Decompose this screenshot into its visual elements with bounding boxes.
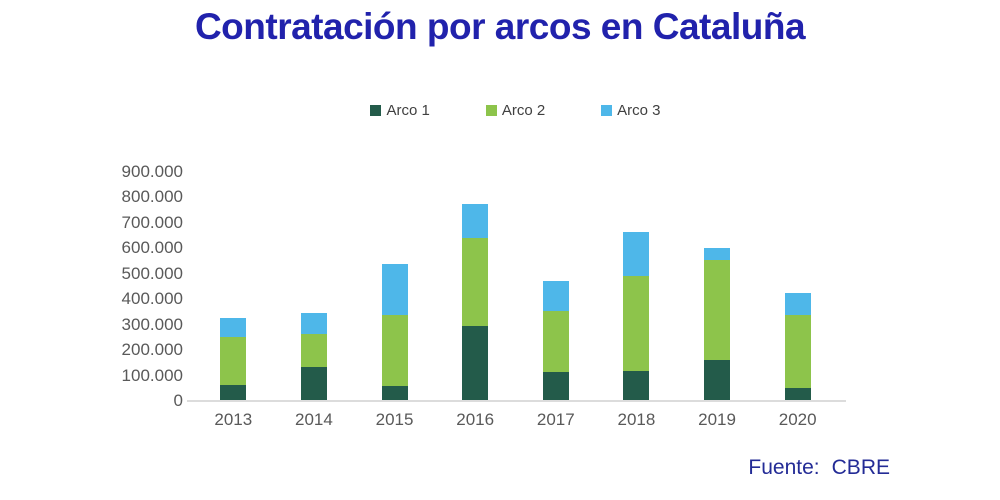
segment-arco3-2018 bbox=[623, 231, 650, 277]
segment-arco2-2013 bbox=[220, 337, 247, 385]
legend: Arco 1 Arco 2 Arco 3 bbox=[193, 102, 838, 119]
x-tick-2015: 2015 bbox=[375, 410, 414, 429]
legend-label-arco3: Arco 3 bbox=[617, 102, 661, 119]
segment-arco2-2015 bbox=[381, 314, 408, 386]
stacked-bar-2016 bbox=[462, 203, 489, 401]
segment-arco1-2018 bbox=[623, 370, 650, 401]
y-tick-500000: 500.000 bbox=[121, 263, 183, 283]
segment-arco1-2014 bbox=[300, 366, 327, 401]
y-tick-800000: 800.000 bbox=[121, 187, 183, 207]
legend-swatch-arco2-icon bbox=[485, 105, 497, 116]
x-tick-2013: 2013 bbox=[214, 410, 253, 429]
x-tick-2014: 2014 bbox=[295, 410, 333, 429]
legend-item-arco3: Arco 3 bbox=[601, 102, 661, 119]
legend-item-arco2: Arco 2 bbox=[485, 102, 546, 119]
segment-arco2-2020 bbox=[784, 314, 811, 389]
x-axis-line bbox=[187, 400, 846, 402]
legend-label-arco1: Arco 1 bbox=[386, 102, 430, 119]
bar-group-2016 bbox=[435, 172, 516, 401]
segment-arco2-2016 bbox=[462, 238, 489, 326]
segment-arco2-2019 bbox=[704, 259, 731, 361]
bar-group-2019 bbox=[677, 172, 758, 401]
segment-arco2-2018 bbox=[623, 276, 650, 371]
x-tick-2020: 2020 bbox=[778, 410, 817, 429]
x-tick-2016: 2016 bbox=[456, 410, 495, 429]
x-tick-2019: 2019 bbox=[698, 410, 736, 429]
segment-arco1-2017 bbox=[542, 371, 569, 401]
y-tick-100000: 100.000 bbox=[121, 365, 183, 385]
segment-arco3-2020 bbox=[784, 292, 811, 315]
legend-swatch-arco3-icon bbox=[601, 105, 613, 116]
source-note: Fuente: CBRE bbox=[748, 456, 890, 480]
y-tick-200000: 200.000 bbox=[121, 340, 183, 360]
y-tick-700000: 700.000 bbox=[121, 212, 183, 232]
source-value: CBRE bbox=[831, 456, 890, 479]
plot-area: 0 100.000 200.000 300.000 400.000 500.000 600.… bbox=[122, 162, 846, 429]
stacked-bar-2020 bbox=[784, 292, 811, 401]
x-tick-2018: 2018 bbox=[617, 410, 656, 429]
y-tick-400000: 400.000 bbox=[121, 289, 183, 309]
chart-title: Contratación por arcos en Cataluña bbox=[194, 6, 806, 47]
source-label: Fuente: bbox=[748, 456, 820, 479]
bars-container bbox=[193, 172, 838, 401]
segment-arco3-2016 bbox=[462, 203, 489, 239]
stacked-bar-2014 bbox=[300, 313, 327, 401]
stacked-bar-2018 bbox=[623, 231, 650, 401]
bar-group-2020 bbox=[757, 172, 838, 401]
segment-arco1-2015 bbox=[381, 385, 408, 401]
stacked-bar-2015 bbox=[381, 263, 408, 401]
x-tick-2017: 2017 bbox=[536, 410, 575, 429]
stacked-bar-2013 bbox=[220, 318, 247, 401]
y-tick-0: 0 bbox=[173, 391, 183, 410]
legend-swatch-arco1-icon bbox=[370, 105, 382, 116]
y-tick-600000: 600.000 bbox=[121, 238, 183, 258]
segment-arco3-2014 bbox=[300, 313, 327, 334]
legend-item-arco1: Arco 1 bbox=[370, 102, 430, 119]
segment-arco3-2017 bbox=[542, 281, 569, 311]
segment-arco2-2017 bbox=[542, 310, 569, 372]
stacked-bar-2017 bbox=[542, 281, 569, 401]
segment-arco3-2015 bbox=[381, 263, 408, 315]
segment-arco3-2013 bbox=[220, 318, 247, 338]
segment-arco1-2019 bbox=[704, 360, 731, 401]
legend-label-arco2: Arco 2 bbox=[501, 102, 546, 119]
segment-arco2-2014 bbox=[300, 333, 327, 367]
bar-group-2017 bbox=[516, 172, 597, 401]
segment-arco1-2016 bbox=[462, 325, 489, 401]
segment-arco3-2019 bbox=[704, 248, 731, 260]
bar-group-2013 bbox=[193, 172, 274, 401]
stacked-bar-2019 bbox=[704, 248, 731, 401]
bar-group-2018 bbox=[596, 172, 677, 401]
bar-group-2015 bbox=[354, 172, 435, 401]
segment-arco1-2020 bbox=[784, 388, 811, 401]
y-axis: 0 100.000 200.000 300.000 400.000 500.000 600.… bbox=[93, 162, 183, 410]
segment-arco1-2013 bbox=[220, 384, 247, 401]
x-axis-labels: 2013 2014 2015 2016 2017 2018 2019 2020 bbox=[193, 410, 838, 430]
y-tick-300000: 300.000 bbox=[121, 314, 183, 334]
y-tick-900000: 900.000 bbox=[121, 162, 183, 181]
bar-group-2014 bbox=[274, 172, 355, 401]
